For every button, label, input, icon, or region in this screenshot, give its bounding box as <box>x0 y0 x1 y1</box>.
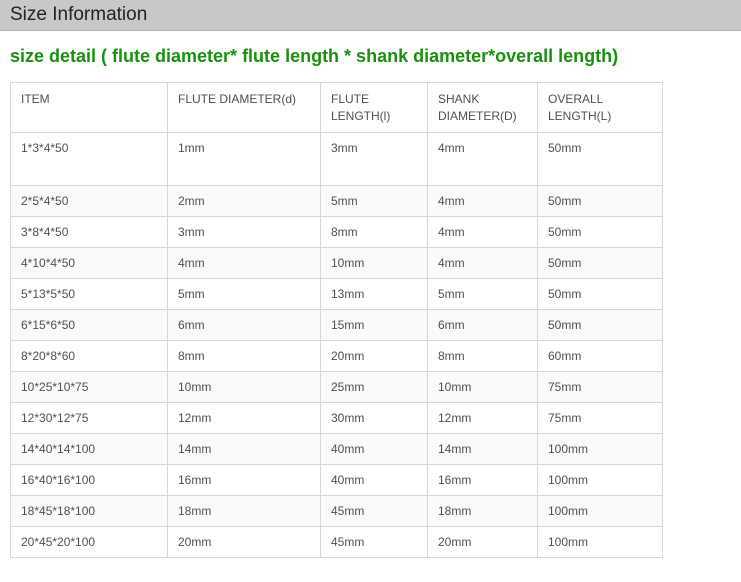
col-header-flute-length: FLUTE LENGTH(l) <box>321 83 428 132</box>
cell-flute-length: 40mm <box>321 464 428 495</box>
cell-flute-length: 15mm <box>321 309 428 340</box>
cell-item: 12*30*12*75 <box>11 402 168 433</box>
cell-flute-diameter: 6mm <box>168 309 321 340</box>
table-row: 2*5*4*50 2mm 5mm 4mm 50mm <box>11 185 663 216</box>
cell-flute-length: 20mm <box>321 340 428 371</box>
cell-item: 20*45*20*100 <box>11 526 168 557</box>
table-body: 1*3*4*50 1mm 3mm 4mm 50mm 2*5*4*50 2mm 5… <box>11 132 663 557</box>
cell-overall-length: 100mm <box>538 433 663 464</box>
cell-flute-diameter: 3mm <box>168 216 321 247</box>
cell-flute-diameter: 8mm <box>168 340 321 371</box>
table-row: 5*13*5*50 5mm 13mm 5mm 50mm <box>11 278 663 309</box>
cell-overall-length: 50mm <box>538 278 663 309</box>
cell-flute-length: 8mm <box>321 216 428 247</box>
cell-shank-diameter: 5mm <box>428 278 538 309</box>
cell-shank-diameter: 4mm <box>428 216 538 247</box>
cell-flute-length: 10mm <box>321 247 428 278</box>
cell-shank-diameter: 4mm <box>428 247 538 278</box>
cell-overall-length: 50mm <box>538 216 663 247</box>
cell-flute-diameter: 12mm <box>168 402 321 433</box>
cell-flute-diameter: 16mm <box>168 464 321 495</box>
col-header-shank-diameter: SHANK DIAMETER(D) <box>428 83 538 132</box>
cell-flute-length: 13mm <box>321 278 428 309</box>
cell-overall-length: 50mm <box>538 185 663 216</box>
table-row: 14*40*14*100 14mm 40mm 14mm 100mm <box>11 433 663 464</box>
cell-item: 6*15*6*50 <box>11 309 168 340</box>
table-row: 8*20*8*60 8mm 20mm 8mm 60mm <box>11 340 663 371</box>
cell-flute-length: 45mm <box>321 526 428 557</box>
cell-shank-diameter: 14mm <box>428 433 538 464</box>
cell-shank-diameter: 18mm <box>428 495 538 526</box>
cell-overall-length: 50mm <box>538 309 663 340</box>
cell-shank-diameter: 10mm <box>428 371 538 402</box>
cell-flute-length: 30mm <box>321 402 428 433</box>
cell-flute-diameter: 18mm <box>168 495 321 526</box>
page-title: Size Information <box>10 4 731 26</box>
cell-flute-length: 40mm <box>321 433 428 464</box>
cell-flute-length: 25mm <box>321 371 428 402</box>
cell-flute-diameter: 1mm <box>168 132 321 185</box>
cell-shank-diameter: 8mm <box>428 340 538 371</box>
cell-overall-length: 100mm <box>538 464 663 495</box>
table-row: 16*40*16*100 16mm 40mm 16mm 100mm <box>11 464 663 495</box>
cell-flute-diameter: 20mm <box>168 526 321 557</box>
cell-shank-diameter: 12mm <box>428 402 538 433</box>
cell-flute-length: 5mm <box>321 185 428 216</box>
cell-overall-length: 50mm <box>538 132 663 185</box>
cell-shank-diameter: 6mm <box>428 309 538 340</box>
table-row: 1*3*4*50 1mm 3mm 4mm 50mm <box>11 132 663 185</box>
table-row: 3*8*4*50 3mm 8mm 4mm 50mm <box>11 216 663 247</box>
cell-overall-length: 75mm <box>538 402 663 433</box>
col-header-flute-diameter: FLUTE DIAMETER(d) <box>168 83 321 132</box>
cell-item: 8*20*8*60 <box>11 340 168 371</box>
cell-flute-diameter: 5mm <box>168 278 321 309</box>
cell-flute-diameter: 2mm <box>168 185 321 216</box>
cell-item: 1*3*4*50 <box>11 132 168 185</box>
cell-shank-diameter: 20mm <box>428 526 538 557</box>
cell-overall-length: 60mm <box>538 340 663 371</box>
cell-item: 2*5*4*50 <box>11 185 168 216</box>
cell-item: 4*10*4*50 <box>11 247 168 278</box>
col-header-item: ITEM <box>11 83 168 132</box>
col-header-overall-length: OVERALL LENGTH(L) <box>538 83 663 132</box>
table-row: 12*30*12*75 12mm 30mm 12mm 75mm <box>11 402 663 433</box>
cell-shank-diameter: 4mm <box>428 185 538 216</box>
table-header-row: ITEM FLUTE DIAMETER(d) FLUTE LENGTH(l) S… <box>11 83 663 132</box>
cell-item: 18*45*18*100 <box>11 495 168 526</box>
table-row: 10*25*10*75 10mm 25mm 10mm 75mm <box>11 371 663 402</box>
cell-overall-length: 75mm <box>538 371 663 402</box>
cell-flute-diameter: 4mm <box>168 247 321 278</box>
cell-overall-length: 50mm <box>538 247 663 278</box>
cell-flute-diameter: 10mm <box>168 371 321 402</box>
cell-item: 16*40*16*100 <box>11 464 168 495</box>
cell-item: 5*13*5*50 <box>11 278 168 309</box>
header-bar: Size Information <box>0 0 741 31</box>
cell-item: 14*40*14*100 <box>11 433 168 464</box>
cell-shank-diameter: 4mm <box>428 132 538 185</box>
cell-shank-diameter: 16mm <box>428 464 538 495</box>
table-row: 4*10*4*50 4mm 10mm 4mm 50mm <box>11 247 663 278</box>
cell-flute-length: 3mm <box>321 132 428 185</box>
table-row: 20*45*20*100 20mm 45mm 20mm 100mm <box>11 526 663 557</box>
cell-item: 10*25*10*75 <box>11 371 168 402</box>
table-row: 18*45*18*100 18mm 45mm 18mm 100mm <box>11 495 663 526</box>
size-detail-subtitle: size detail ( flute diameter* flute leng… <box>10 45 731 68</box>
size-table: ITEM FLUTE DIAMETER(d) FLUTE LENGTH(l) S… <box>10 82 663 557</box>
table-row: 6*15*6*50 6mm 15mm 6mm 50mm <box>11 309 663 340</box>
cell-item: 3*8*4*50 <box>11 216 168 247</box>
cell-flute-diameter: 14mm <box>168 433 321 464</box>
cell-overall-length: 100mm <box>538 526 663 557</box>
cell-flute-length: 45mm <box>321 495 428 526</box>
cell-overall-length: 100mm <box>538 495 663 526</box>
